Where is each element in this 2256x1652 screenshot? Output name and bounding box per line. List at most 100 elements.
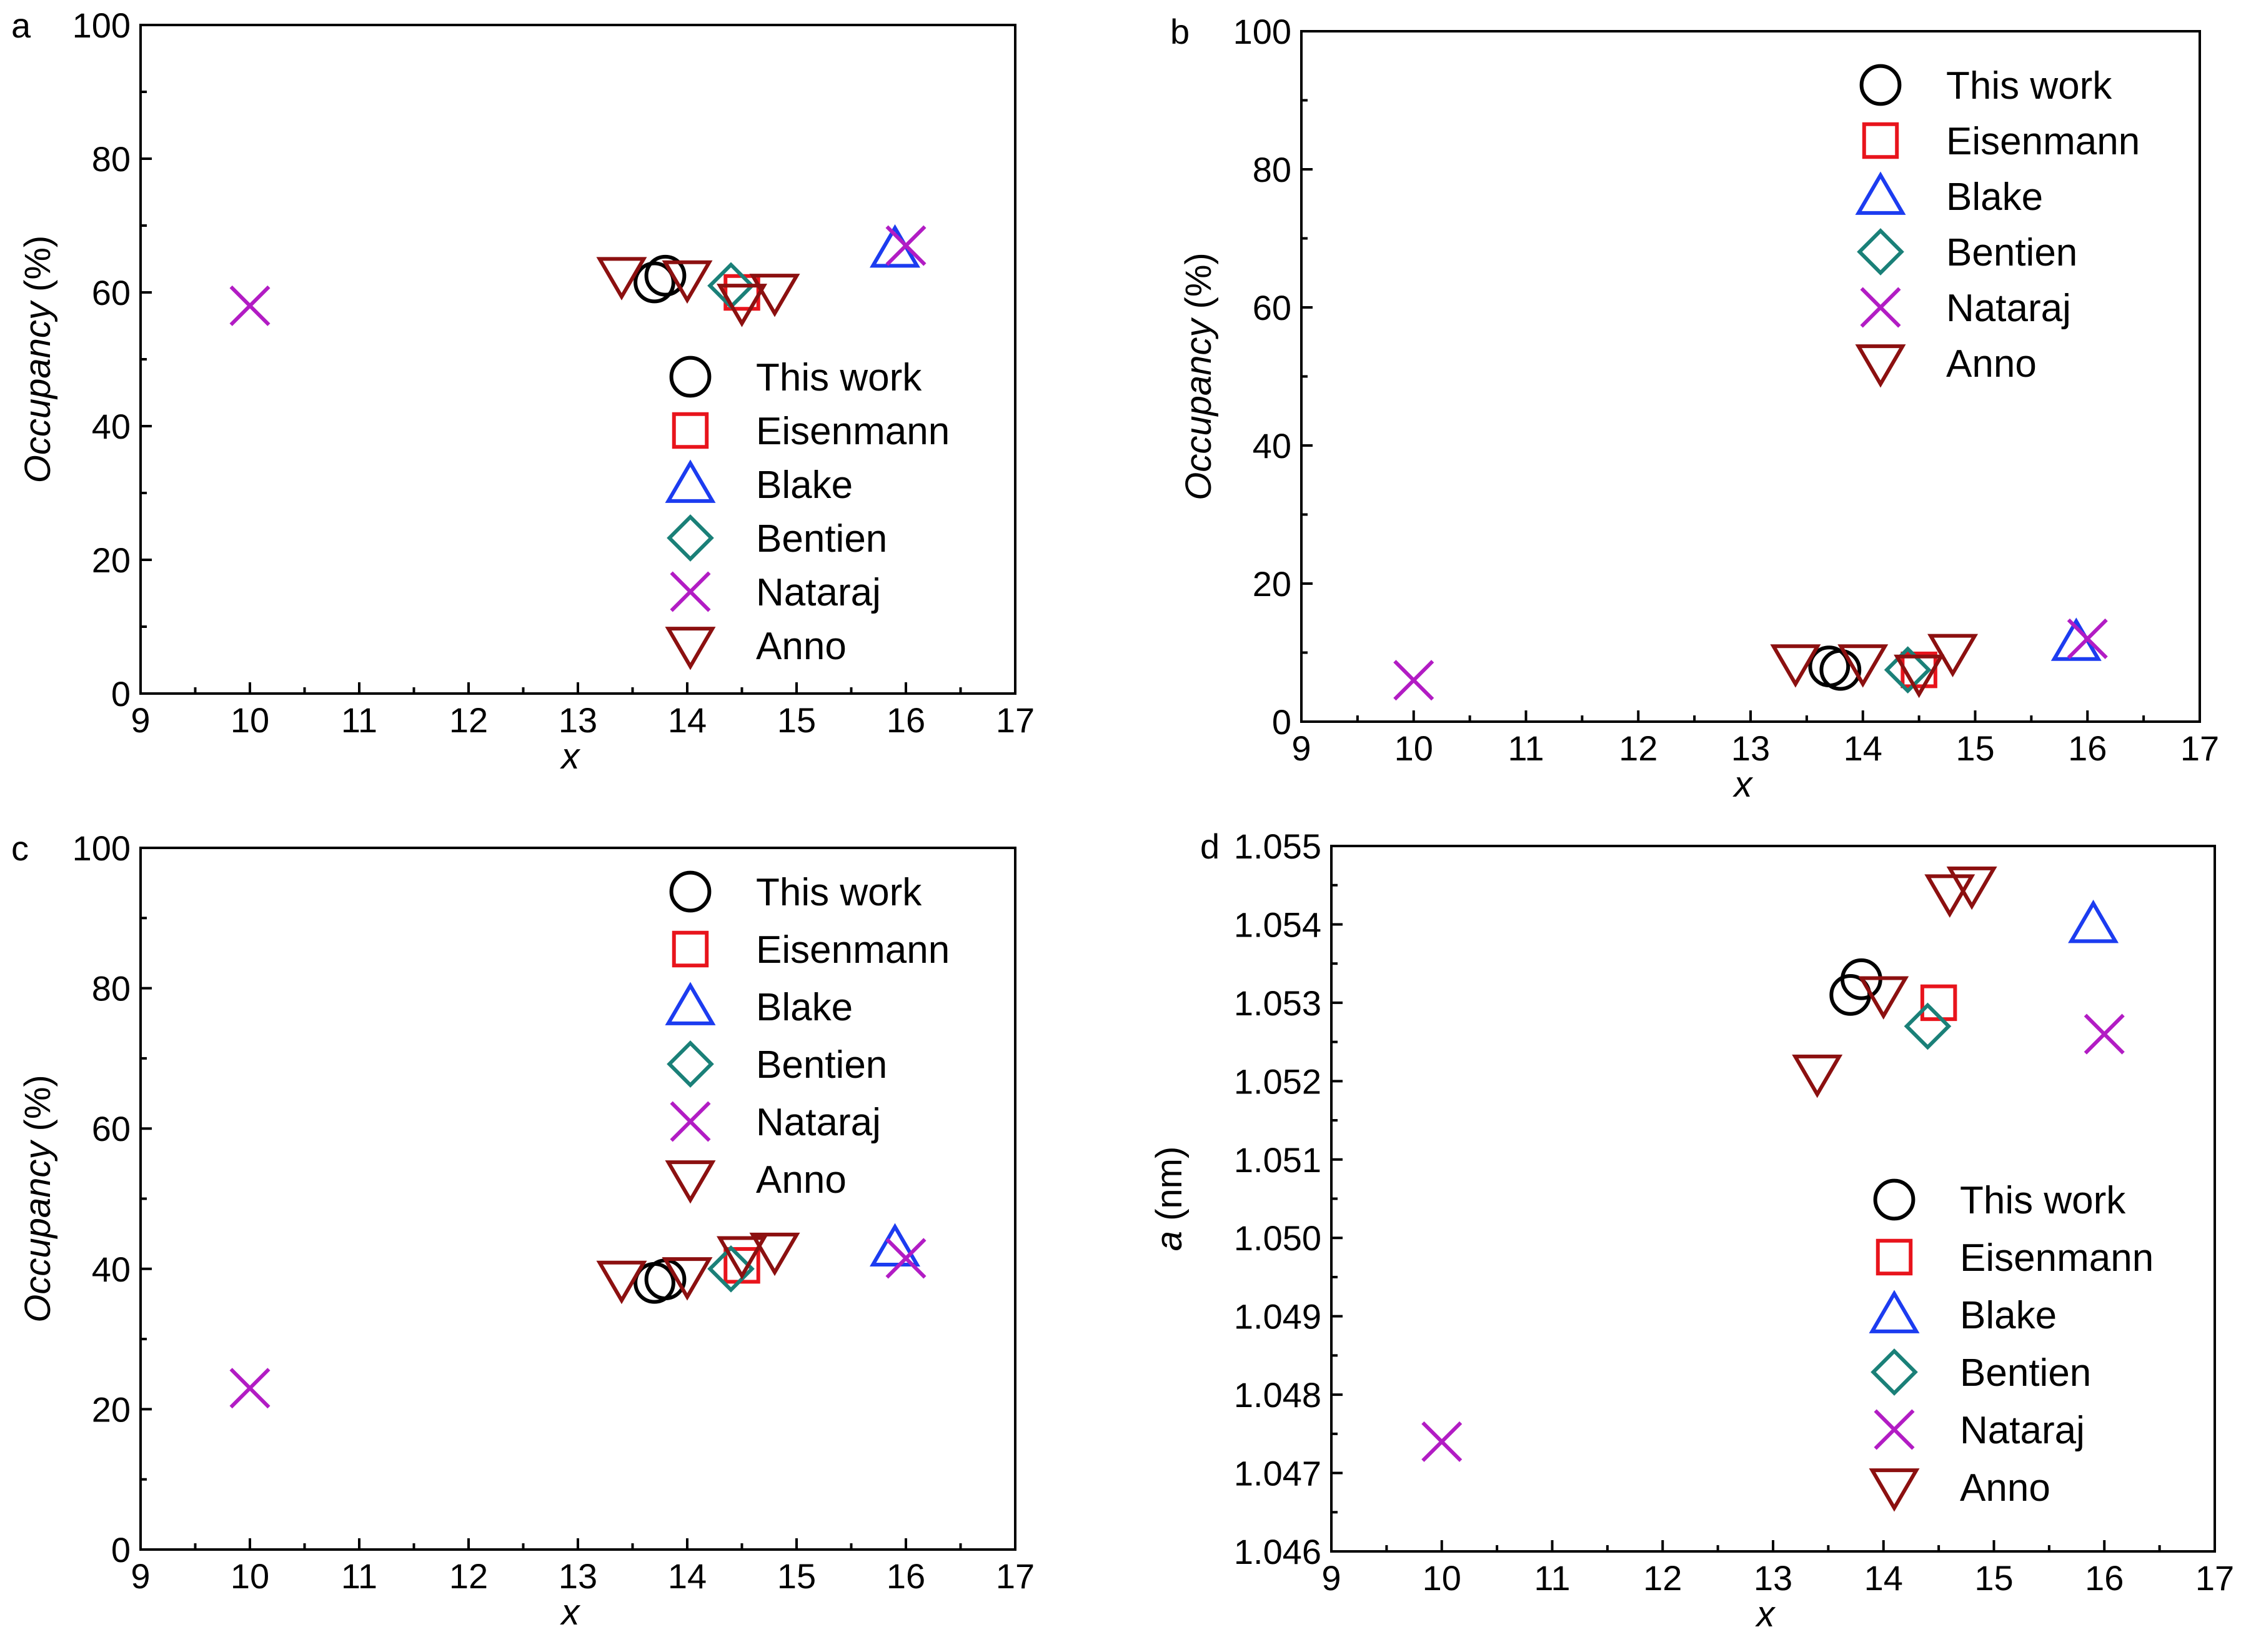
y-tick-label: 1.050 xyxy=(1234,1218,1321,1258)
x-tick-label: 10 xyxy=(231,700,269,740)
x-axis-label: x xyxy=(560,736,581,777)
point-nataraj xyxy=(1393,660,1434,701)
point-nataraj xyxy=(2084,1013,2125,1055)
y-tick-label: 40 xyxy=(92,407,131,446)
legend-label: This work xyxy=(756,871,922,914)
x-tick-label: 13 xyxy=(559,1556,597,1596)
y-tick-label: 0 xyxy=(1272,702,1291,742)
x-tick-label: 15 xyxy=(777,700,816,740)
y-tick-label: 1.051 xyxy=(1234,1140,1321,1180)
panel-label: b xyxy=(1170,12,1190,51)
legend: This work Eisenmann Blake Bentien Nataraj Ann… xyxy=(1855,64,2140,388)
legend-label: Eisenmann xyxy=(756,928,950,972)
point-anno xyxy=(596,257,647,301)
y-tick-label: 1.047 xyxy=(1234,1454,1321,1493)
y-tick-label: 20 xyxy=(1253,564,1291,604)
point-anno xyxy=(662,1257,713,1301)
legend-marker-nataraj xyxy=(670,1101,711,1142)
x-tick-label: 10 xyxy=(231,1556,269,1596)
x-tick-label: 10 xyxy=(1394,729,1433,768)
x-tick-label: 16 xyxy=(2068,729,2107,768)
point-nataraj xyxy=(885,225,927,266)
x-tick-label: 11 xyxy=(341,1556,377,1596)
point-anno xyxy=(1792,1054,1843,1098)
x-tick-label: 9 xyxy=(1321,1558,1341,1598)
x-tick-label: 13 xyxy=(559,700,597,740)
x-tick-label: 14 xyxy=(1864,1558,1903,1598)
x-tick-label: 9 xyxy=(1291,729,1311,768)
point-eisenmann xyxy=(723,1246,760,1284)
y-tick-label: 20 xyxy=(92,1390,131,1429)
legend-marker-this-work xyxy=(669,356,712,398)
y-tick-label: 80 xyxy=(92,139,131,179)
point-anno xyxy=(749,1232,800,1276)
x-tick-label: 16 xyxy=(887,1556,925,1596)
legend-marker-nataraj xyxy=(670,571,711,612)
y-tick-label: 60 xyxy=(1253,288,1291,327)
x-tick-label: 17 xyxy=(2180,729,2219,768)
legend-marker-anno xyxy=(665,1160,716,1204)
legend-label: Nataraj xyxy=(1946,287,2071,330)
legend-label: Nataraj xyxy=(756,571,881,614)
y-tick-label: 80 xyxy=(92,969,131,1008)
y-tick-label: 40 xyxy=(92,1250,131,1289)
legend-marker-nataraj xyxy=(1860,287,1901,328)
legend-label: Blake xyxy=(1946,176,2043,219)
x-tick-label: 11 xyxy=(1534,1558,1570,1598)
legend-marker-blake xyxy=(1855,171,1906,215)
y-tick-label: 1.048 xyxy=(1234,1375,1321,1415)
legend-label: Anno xyxy=(1960,1466,2050,1510)
legend-label: Bentien xyxy=(1946,231,2077,274)
legend-marker-blake xyxy=(1869,1290,1920,1333)
legend: This work Eisenmann Blake Bentien Nataraj Ann… xyxy=(1869,1178,2154,1512)
point-anno xyxy=(716,1236,768,1280)
point-anno xyxy=(1946,866,1997,910)
legend-label: Anno xyxy=(756,625,847,668)
point-bentien xyxy=(707,1245,755,1293)
legend-label: This work xyxy=(756,356,922,399)
x-tick-label: 11 xyxy=(341,700,377,740)
x-tick-label: 17 xyxy=(996,1556,1035,1596)
point-blake xyxy=(2068,899,2119,943)
legend-label: Bentien xyxy=(756,517,887,560)
point-this-work xyxy=(644,254,687,297)
x-tick-label: 12 xyxy=(1643,1558,1682,1598)
point-nataraj xyxy=(229,285,271,326)
y-tick-label: 1.049 xyxy=(1234,1297,1321,1336)
legend-marker-anno xyxy=(665,627,716,670)
point-nataraj xyxy=(2067,618,2108,659)
x-tick-label: 15 xyxy=(777,1556,816,1596)
y-tick-label: 100 xyxy=(72,6,131,45)
point-this-work xyxy=(634,261,675,304)
legend-label: Anno xyxy=(1946,342,2037,386)
y-tick-label: 1.055 xyxy=(1234,827,1321,866)
x-tick-label: 14 xyxy=(1844,729,1882,768)
legend-label: Bentien xyxy=(756,1043,887,1087)
point-bentien xyxy=(1884,646,1932,694)
panel-a: 9 10 11 12 13 14 15 16 17 0 20 40 60 80 100 a x Occupancy… xyxy=(11,6,1035,777)
legend-marker-bentien xyxy=(667,1040,714,1088)
legend-marker-bentien xyxy=(1857,228,1904,276)
panel-label: c xyxy=(11,828,29,868)
x-tick-label: 15 xyxy=(1955,729,1994,768)
y-axis-label: Occupancy (%) xyxy=(17,236,58,483)
legend-marker-this-work xyxy=(1859,64,1902,106)
point-anno xyxy=(1927,634,1979,678)
y-tick-label: 100 xyxy=(1233,12,1291,51)
panel-label: a xyxy=(11,6,31,45)
legend-label: Blake xyxy=(756,986,853,1029)
panel-d: 9 10 11 12 13 14 15 16 17 1.046 1.047 1.048 1.049 1.0… xyxy=(1149,827,2234,1635)
x-tick-label: 16 xyxy=(2085,1558,2124,1598)
x-tick-label: 9 xyxy=(131,700,150,740)
y-tick-label: 80 xyxy=(1253,150,1291,189)
point-anno xyxy=(1924,874,1975,918)
legend-marker-blake xyxy=(665,982,716,1025)
legend-label: Nataraj xyxy=(756,1101,881,1144)
legend: This work Eisenmann Blake Bentien Nataraj Ann… xyxy=(665,870,950,1204)
legend-marker-eisenmann xyxy=(1862,122,1899,159)
x-axis-label: x xyxy=(560,1592,581,1633)
point-this-work xyxy=(1819,649,1862,691)
x-tick-label: 12 xyxy=(449,1556,488,1596)
legend-marker-nataraj xyxy=(1874,1409,1915,1450)
legend-marker-eisenmann xyxy=(1876,1238,1913,1276)
